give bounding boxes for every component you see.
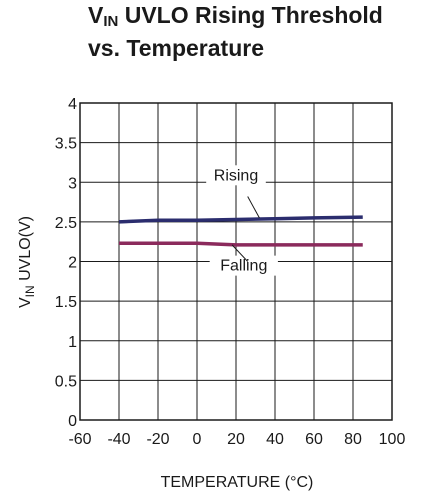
y-tick-label: 3: [68, 175, 77, 192]
callout-bg-rising: [206, 165, 266, 186]
series-line-rising: [118, 215, 363, 224]
y-tick-label: 2.5: [55, 215, 77, 232]
y-tick-label: 2: [68, 255, 77, 272]
chart-title: VIN UVLO Rising Threshold vs. Temperatur…: [88, 2, 383, 61]
x-tick-label: -20: [146, 431, 169, 448]
y-tick-label: 1: [68, 334, 77, 351]
title-rest: UVLO Rising Threshold: [118, 2, 383, 28]
x-tick-label: 40: [266, 431, 284, 448]
y-axis-title-sub: IN: [23, 285, 37, 297]
series-label-falling: Falling: [220, 258, 267, 275]
x-axis-title: TEMPERATURE (°C): [161, 474, 314, 491]
x-tick-label: 0: [193, 431, 202, 448]
x-tick-label: 100: [379, 431, 406, 448]
chart-title-line-2: vs. Temperature: [88, 35, 264, 61]
callout-leader-falling: [231, 244, 249, 262]
series-callouts: Rising Falling: [206, 165, 278, 276]
y-tick-label: 3.5: [55, 136, 77, 153]
y-tick-label: 1.5: [55, 294, 77, 311]
y-axis-title-rest: UVLO(V): [17, 216, 34, 285]
callout-leader-rising: [247, 196, 260, 219]
series-label-rising: Rising: [214, 167, 258, 184]
chart-title-line-1: VIN UVLO Rising Threshold: [88, 2, 383, 35]
title-v: V: [88, 2, 104, 28]
series-lines: [118, 215, 363, 247]
y-axis-title-v: V: [17, 297, 34, 308]
y-tick-label: 0: [68, 413, 77, 430]
title-subscript: IN: [103, 13, 119, 30]
series-line-falling: [119, 241, 363, 247]
plot-border: [79, 102, 393, 421]
y-tick-label: 4: [68, 96, 77, 113]
y-tick-label: 0.5: [55, 373, 77, 390]
x-tick-label: -60: [68, 431, 91, 448]
x-tick-label: -40: [107, 431, 130, 448]
x-tick-label: 80: [344, 431, 362, 448]
x-tick-label: 60: [305, 431, 323, 448]
y-tick-labels: 0 0.5 1 1.5 2 2.5 3 3.5 4: [55, 96, 77, 430]
x-tick-labels: -60 -40 -20 0 20 40 60 80 100: [68, 431, 405, 448]
y-axis-title: VIN UVLO(V): [17, 216, 37, 308]
callout-bg-falling: [209, 255, 278, 276]
x-tick-label: 20: [227, 431, 245, 448]
plot-frame: [79, 102, 393, 421]
